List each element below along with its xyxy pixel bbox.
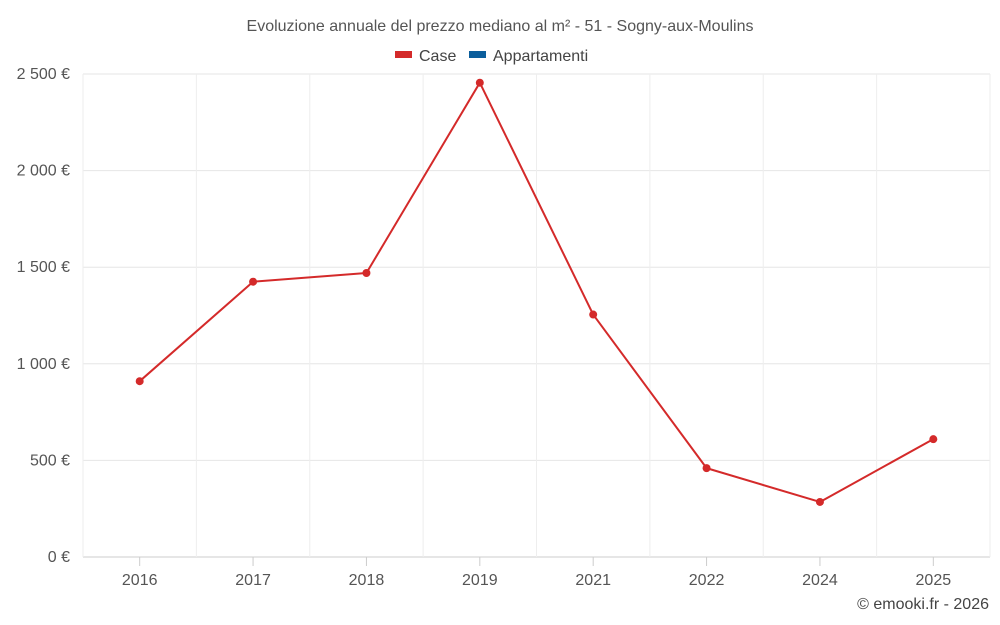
data-point[interactable] — [589, 310, 598, 319]
data-point[interactable] — [249, 277, 258, 286]
y-tick-label: 1 000 € — [17, 356, 70, 373]
x-tick-label: 2016 — [122, 572, 158, 589]
grid — [82, 73, 991, 558]
y-axis: 0 € 500 € 1 000 € 1 500 € 2 000 € 2 500 € — [17, 66, 70, 566]
legend-label-case[interactable]: Case — [419, 48, 456, 65]
x-tick-label: 2024 — [802, 572, 838, 589]
legend-swatch-case — [395, 51, 412, 58]
chart-title: Evoluzione annuale del prezzo mediano al… — [247, 18, 754, 35]
data-point[interactable] — [929, 435, 938, 444]
x-tick-label: 2017 — [235, 572, 271, 589]
data-point[interactable] — [135, 377, 144, 386]
x-tick-label: 2021 — [575, 572, 611, 589]
data-point[interactable] — [475, 78, 484, 87]
y-tick-label: 0 € — [48, 549, 70, 566]
x-tick-label: 2018 — [349, 572, 385, 589]
data-point[interactable] — [815, 497, 824, 506]
series-layer — [135, 78, 938, 506]
credit-text: © emooki.fr - 2026 — [857, 596, 989, 613]
x-tick-label: 2025 — [916, 572, 952, 589]
x-axis: 2016 2017 2018 2019 2021 2022 2024 2025 — [122, 557, 951, 589]
y-tick-label: 2 000 € — [17, 163, 70, 180]
y-tick-label: 2 500 € — [17, 66, 70, 83]
y-tick-label: 1 500 € — [17, 259, 70, 276]
x-tick-label: 2019 — [462, 572, 498, 589]
legend-swatch-appartamenti — [469, 51, 486, 58]
legend-label-appartamenti[interactable]: Appartamenti — [493, 48, 588, 65]
series-line-case — [139, 81, 934, 503]
y-tick-label: 500 € — [30, 452, 70, 469]
legend: Case Appartamenti — [395, 48, 588, 65]
x-tick-label: 2022 — [689, 572, 725, 589]
data-point[interactable] — [702, 464, 711, 473]
data-point[interactable] — [362, 268, 371, 277]
